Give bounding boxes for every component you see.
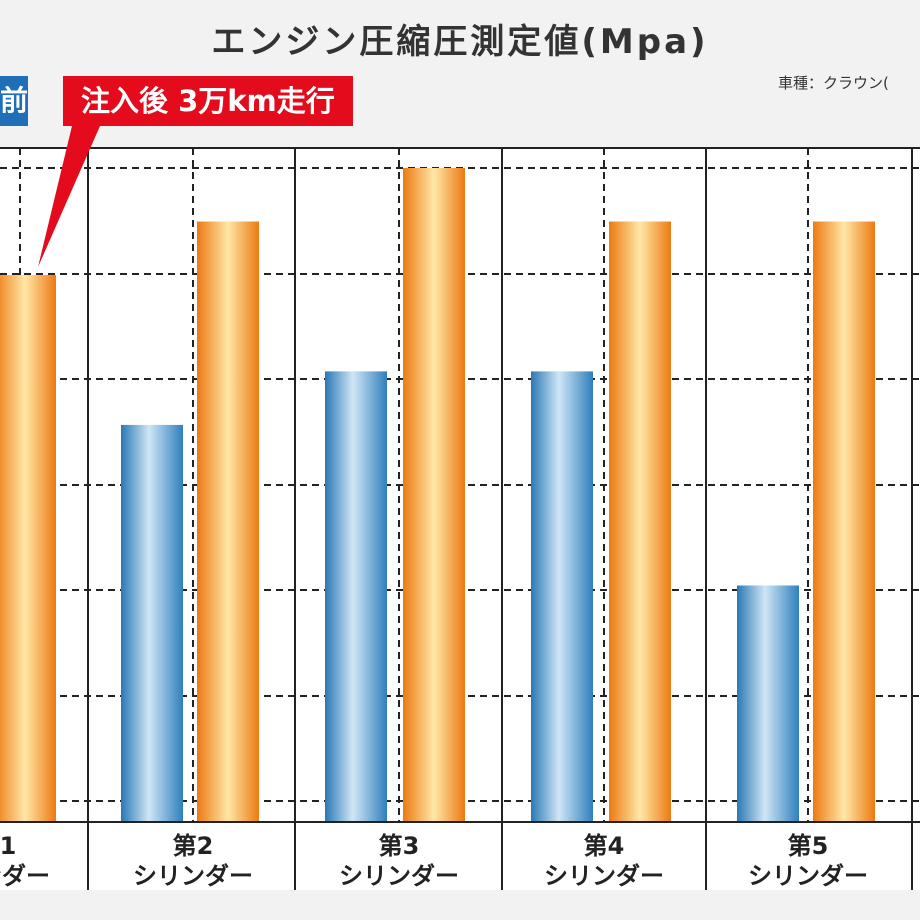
bar-before xyxy=(737,585,799,821)
legend-before-label: 前 xyxy=(0,76,28,126)
category-label-line2: ンダー xyxy=(0,862,50,890)
category-label-line2: シリンダー xyxy=(748,862,868,890)
category-label-line2: シリンダー xyxy=(339,862,459,890)
vehicle-note: 車種：クラウン( xyxy=(778,74,889,92)
category-label-line1: 第5 xyxy=(788,832,829,860)
bar-after xyxy=(403,168,465,821)
bar-before xyxy=(531,371,593,821)
category-label-line1: 第3 xyxy=(379,832,420,860)
category-label-line1: 第2 xyxy=(173,832,214,860)
legend-after-label: 注入後 3万km走行 xyxy=(63,76,353,126)
bar-after xyxy=(609,221,671,821)
bar-after xyxy=(0,275,56,821)
callout-pointer xyxy=(38,126,100,268)
bar-before xyxy=(325,371,387,821)
category-label-line2: シリンダー xyxy=(544,862,664,890)
bar-before xyxy=(121,424,183,821)
chart-title: エンジン圧縮圧測定値(Mpa) xyxy=(211,22,709,62)
category-label-line1: 1 xyxy=(0,832,16,860)
bar-after xyxy=(813,221,875,821)
bar-after xyxy=(197,221,259,821)
category-label-line2: シリンダー xyxy=(133,862,253,890)
category-label-line1: 第4 xyxy=(584,832,625,860)
